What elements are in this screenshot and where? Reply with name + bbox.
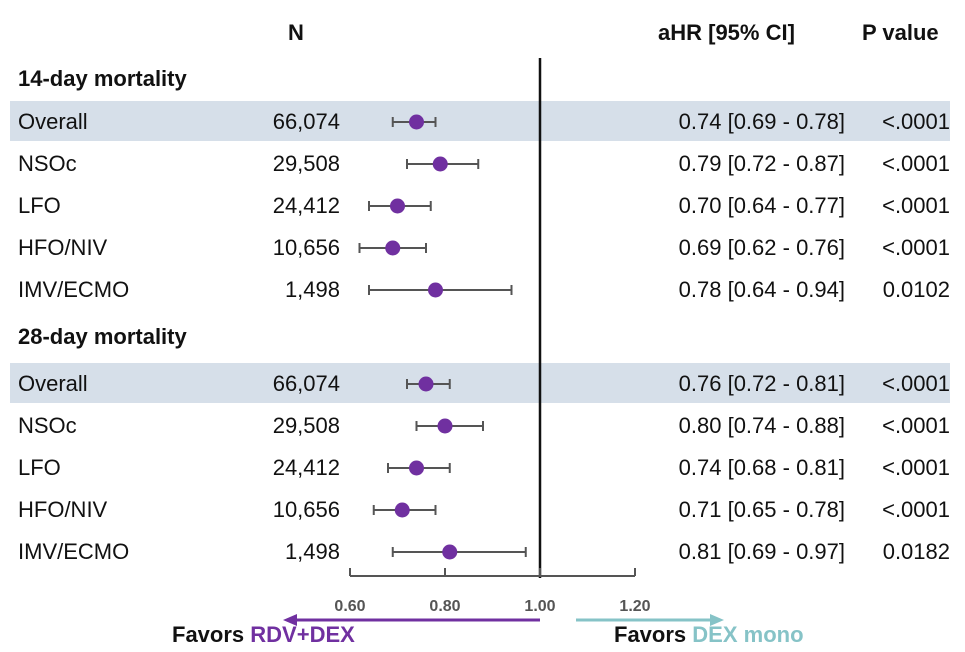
- row-label: NSOc: [18, 413, 77, 438]
- row-ahr: 0.76 [0.72 - 0.81]: [678, 371, 845, 396]
- row-n: 24,412: [272, 193, 340, 218]
- row-n: 10,656: [272, 235, 340, 260]
- row-ahr: 0.71 [0.65 - 0.78]: [678, 497, 845, 522]
- hr-point: [442, 544, 458, 560]
- x-tick-label: 0.80: [429, 598, 460, 615]
- row-label: IMV/ECMO: [18, 539, 130, 564]
- hr-point: [385, 240, 401, 256]
- favors-left-label: Favors RDV+DEX: [172, 622, 355, 648]
- row-highlight: [10, 101, 950, 141]
- row-p-value: <.0001: [882, 235, 950, 260]
- row-ahr: 0.74 [0.69 - 0.78]: [678, 109, 845, 134]
- section-title: 14-day mortality: [18, 66, 187, 91]
- favors-right-prefix: Favors: [614, 622, 687, 647]
- row-highlight: [10, 363, 950, 403]
- header-n: N: [288, 20, 304, 45]
- row-n: 24,412: [272, 455, 340, 480]
- hr-point: [394, 502, 410, 518]
- hr-point: [409, 460, 424, 476]
- row-label: LFO: [18, 193, 61, 218]
- x-tick-label: 0.60: [334, 598, 365, 615]
- favors-left-arrowhead: [283, 614, 297, 626]
- row-n: 66,074: [272, 109, 340, 134]
- favors-left-prefix: Favors: [172, 622, 245, 647]
- row-label: IMV/ECMO: [18, 277, 130, 302]
- row-ahr: 0.79 [0.72 - 0.87]: [678, 151, 845, 176]
- row-n: 10,656: [272, 497, 340, 522]
- header-p-value: P value: [862, 20, 939, 45]
- row-label: HFO/NIV: [18, 497, 108, 522]
- row-n: 1,498: [284, 277, 340, 302]
- row-p-value: <.0001: [882, 371, 950, 396]
- favors-right-label: Favors DEX mono: [614, 622, 804, 648]
- row-label: LFO: [18, 455, 61, 480]
- row-label: Overall: [18, 371, 88, 396]
- header-ahr: aHR [95% CI]: [658, 20, 795, 45]
- favors-left-group: RDV+DEX: [250, 622, 355, 647]
- row-ahr: 0.74 [0.68 - 0.81]: [678, 455, 845, 480]
- row-p-value: <.0001: [882, 455, 950, 480]
- row-p-value: <.0001: [882, 109, 950, 134]
- hr-point: [432, 156, 448, 172]
- hr-point: [418, 376, 434, 392]
- x-tick-label: 1.00: [524, 598, 555, 615]
- row-n: 66,074: [272, 371, 340, 396]
- x-tick-label: 1.20: [619, 598, 650, 615]
- row-p-value: <.0001: [882, 193, 950, 218]
- hr-point: [437, 418, 453, 434]
- row-p-value: 0.0182: [882, 539, 950, 564]
- hr-point: [390, 198, 405, 214]
- row-ahr: 0.69 [0.62 - 0.76]: [678, 235, 845, 260]
- row-ahr: 0.80 [0.74 - 0.88]: [678, 413, 845, 438]
- row-label: Overall: [18, 109, 88, 134]
- favors-right-arrowhead: [710, 614, 724, 626]
- row-ahr: 0.78 [0.64 - 0.94]: [678, 277, 845, 302]
- row-label: NSOc: [18, 151, 77, 176]
- row-label: HFO/NIV: [18, 235, 108, 260]
- section-title: 28-day mortality: [18, 324, 187, 349]
- favors-right-group: DEX mono: [692, 622, 804, 647]
- row-n: 29,508: [272, 151, 340, 176]
- row-p-value: <.0001: [882, 151, 950, 176]
- row-p-value: <.0001: [882, 413, 950, 438]
- row-n: 1,498: [284, 539, 340, 564]
- row-ahr: 0.81 [0.69 - 0.97]: [678, 539, 845, 564]
- hr-point: [409, 114, 424, 130]
- hr-point: [428, 282, 443, 298]
- row-n: 29,508: [272, 413, 340, 438]
- row-ahr: 0.70 [0.64 - 0.77]: [678, 193, 845, 218]
- row-p-value: <.0001: [882, 497, 950, 522]
- row-p-value: 0.0102: [882, 277, 950, 302]
